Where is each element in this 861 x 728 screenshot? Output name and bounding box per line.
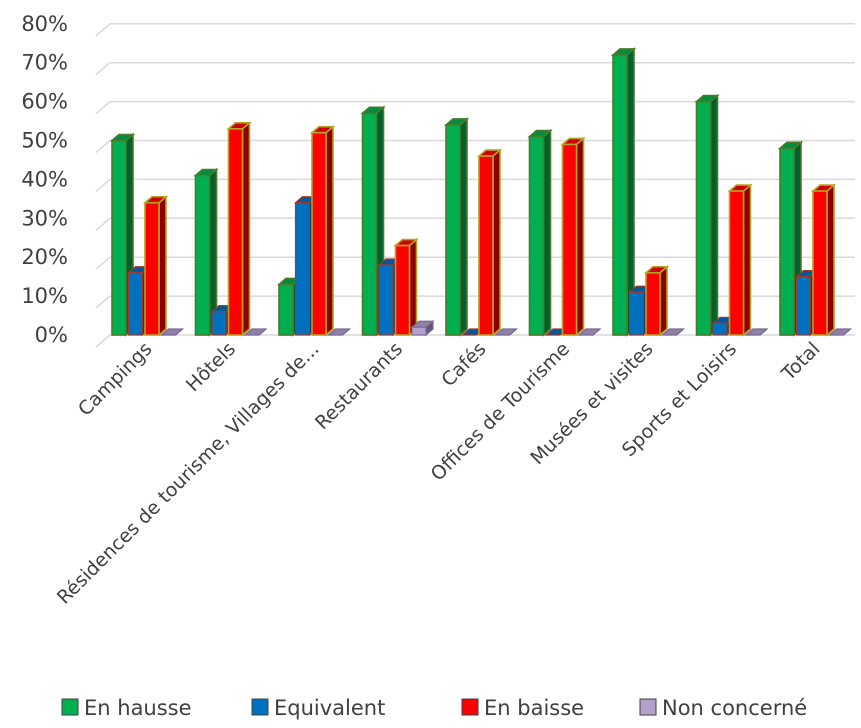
x-category-label: Campings	[74, 338, 157, 421]
y-tick-label: 70%	[21, 51, 68, 75]
legend-swatch	[461, 698, 479, 716]
x-category-label: Restaurants	[311, 338, 407, 434]
legend-label: En hausse	[84, 696, 192, 720]
bar	[560, 136, 586, 337]
gridline-depth-edge	[95, 101, 111, 115]
gridline-depth-edge	[95, 178, 111, 192]
legend-item: En hausse	[61, 696, 192, 720]
legend-item: En baisse	[461, 696, 584, 720]
gridline-depth-edge	[95, 23, 111, 37]
legend-swatch	[61, 698, 79, 716]
gridline-depth-edge	[95, 295, 111, 309]
bar	[527, 128, 553, 337]
y-tick-label: 40%	[21, 167, 68, 191]
bar	[827, 328, 853, 336]
gridline-depth-edge	[95, 256, 111, 270]
bar	[410, 319, 435, 337]
gridline-depth-edge	[95, 334, 111, 348]
bar	[694, 93, 720, 337]
gridline-depth-edge	[95, 62, 111, 76]
bar	[610, 47, 637, 337]
legend-label: Non concerné	[662, 696, 807, 720]
bar	[309, 124, 336, 337]
y-tick-label: 30%	[21, 206, 68, 230]
bar	[744, 328, 769, 336]
gridline-depth-edge	[95, 139, 111, 154]
legend-label: Equivalent	[274, 696, 385, 720]
x-category-label: Hôtels	[182, 338, 240, 396]
y-tick-label: 60%	[21, 90, 68, 114]
bar	[326, 328, 352, 336]
x-category-label: Total	[777, 338, 825, 386]
bars	[109, 47, 853, 337]
bar	[243, 328, 268, 336]
y-tick-label: 0%	[35, 323, 68, 347]
y-tick-label: 50%	[21, 129, 68, 153]
legend-item: Non concerné	[639, 696, 807, 720]
bar	[727, 183, 753, 337]
y-tick-label: 10%	[21, 284, 68, 308]
bar	[643, 265, 670, 337]
bar	[159, 328, 185, 336]
x-category-label: Offices de Tourisme	[427, 338, 574, 485]
gridline-depth-edge	[95, 217, 111, 231]
legend-item: Equivalent	[251, 696, 385, 720]
bar	[393, 237, 419, 337]
bar	[577, 328, 602, 336]
bar	[142, 195, 169, 337]
bar	[660, 328, 686, 336]
legend-swatch	[251, 698, 269, 716]
bar	[810, 183, 837, 337]
bar	[360, 105, 386, 337]
bar	[443, 117, 470, 337]
bar	[226, 121, 252, 337]
x-category-label: Cafés	[437, 338, 490, 391]
legend-swatch	[639, 698, 657, 716]
y-tick-label: 20%	[21, 245, 68, 269]
y-axis-tick-labels: 0% 10% 20% 30% 40% 50% 60% 70% 80%	[21, 12, 68, 347]
bar	[193, 167, 219, 337]
bar	[493, 328, 519, 336]
y-tick-label: 80%	[21, 12, 68, 36]
bar	[476, 148, 503, 337]
legend: En hausse Equivalent En baisse Non concerné	[61, 696, 807, 720]
legend-label: En baisse	[484, 696, 584, 720]
